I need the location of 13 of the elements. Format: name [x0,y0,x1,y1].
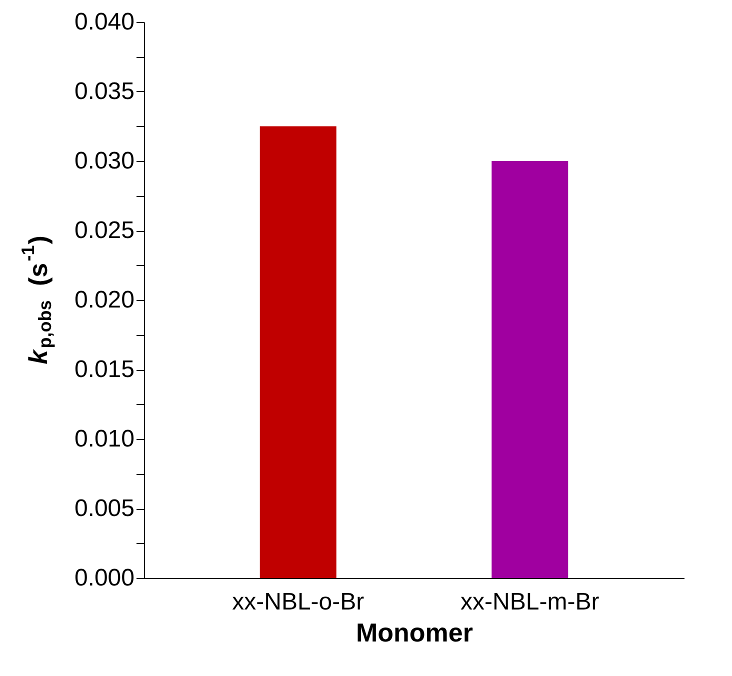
y-tick-label: 0.035 [74,78,134,105]
y-tick-label: 0.040 [74,8,134,36]
x-tick-label: xx-NBL-o-Br [232,588,364,616]
x-axis-title: Monomer [356,618,473,648]
y-tick-label: 0.000 [74,564,134,592]
y-tick-label: 0.010 [74,426,134,452]
y-tick-label: 0.030 [74,148,134,174]
y-axis-title: kp,obs (s-1) [18,236,55,364]
y-tick-label: 0.015 [74,356,134,383]
x-tick-label: xx-NBL-m-Br [460,588,600,616]
y-tick-label: 0.020 [74,286,134,314]
y-tick-label: 0.025 [74,217,134,244]
y-tick-label: 0.005 [74,495,134,522]
